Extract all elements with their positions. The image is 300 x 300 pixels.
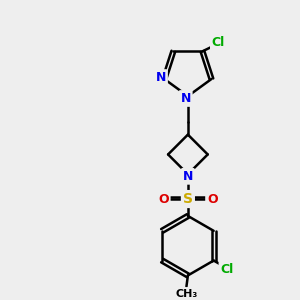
Text: O: O	[158, 193, 169, 206]
Text: N: N	[183, 170, 193, 183]
Text: N: N	[180, 92, 191, 105]
Text: CH₃: CH₃	[175, 289, 198, 299]
Text: O: O	[207, 193, 218, 206]
Text: Cl: Cl	[212, 36, 225, 49]
Text: S: S	[183, 192, 193, 206]
Text: N: N	[156, 71, 166, 84]
Text: Cl: Cl	[220, 263, 234, 276]
